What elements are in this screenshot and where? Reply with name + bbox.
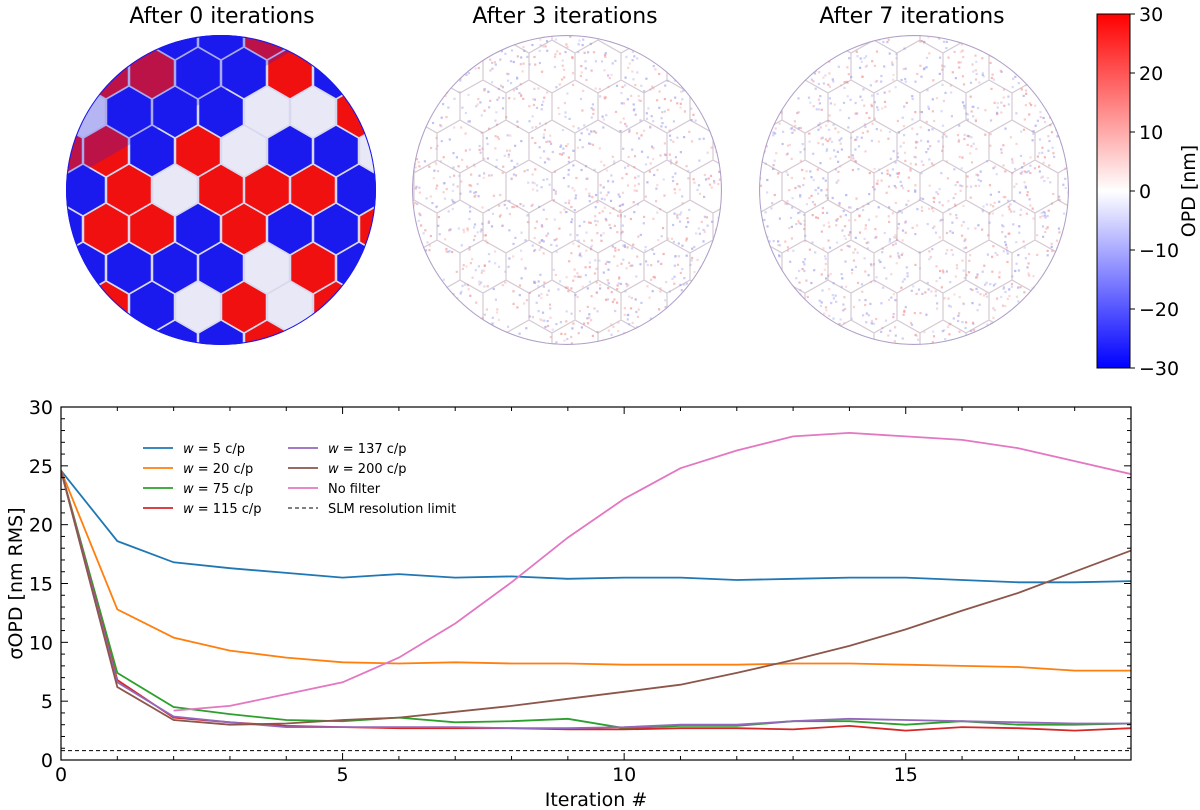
x-tick-label: 0: [55, 764, 67, 786]
series-group: [61, 431, 1131, 752]
colorbar-tick-label: −30: [1139, 358, 1179, 380]
legend: w = 5 c/p w = 20 c/p w = 75 c/p w = 115 c/p…: [143, 442, 456, 517]
panel-title-7-iterations: After 7 iterations: [819, 4, 1005, 29]
legend-label: SLM resolution limit: [328, 502, 456, 517]
series-line-w-200-c-p: [61, 470, 1131, 726]
x-tick-label: 10: [612, 764, 636, 786]
colorbar-tick-label: −10: [1139, 240, 1179, 262]
y-tick-label: 15: [29, 574, 53, 596]
legend-label: w = 5 c/p: [183, 442, 245, 457]
panel-title-3-iterations: After 3 iterations: [472, 4, 658, 29]
series-line-w-5-c-p: [61, 469, 1131, 584]
y-tick-label: 5: [41, 691, 53, 713]
legend-label: w = 20 c/p: [183, 462, 253, 477]
colorbar-tick-label: 10: [1139, 122, 1163, 144]
series-line-no-filter: [173, 431, 1131, 712]
legend-label: w = 137 c/p: [328, 442, 407, 457]
x-tick-label: 5: [337, 764, 349, 786]
y-tick-label: 30: [29, 397, 53, 419]
legend-label: w = 115 c/p: [183, 502, 262, 517]
series-line-w-137-c-p: [61, 470, 1131, 730]
plot-area: [61, 407, 1131, 760]
legend-label: No filter: [328, 482, 381, 497]
panel-title-0-iterations: After 0 iterations: [129, 4, 315, 29]
opd-map-after-3-iterations: [412, 35, 722, 345]
legend-label: w = 200 c/p: [328, 462, 407, 477]
colorbar-tick-label: 30: [1139, 4, 1163, 26]
y-tick-label: 20: [29, 515, 53, 537]
colorbar-label: OPD [nm]: [1178, 145, 1200, 237]
opd-map-after-7-iterations: [759, 35, 1069, 345]
colorbar-tick-label: 20: [1139, 63, 1163, 85]
colorbar-tick-label: 0: [1139, 181, 1151, 203]
y-tick-label: 0: [41, 750, 53, 772]
x-axis-label: Iteration #: [545, 789, 648, 810]
x-tick-label: 15: [894, 764, 918, 786]
y-tick-label: 10: [29, 632, 53, 654]
series-line-w-20-c-p: [61, 470, 1131, 672]
legend-label: w = 75 c/p: [183, 482, 253, 497]
colorbar-gradient: [1096, 13, 1131, 369]
y-tick-label: 25: [29, 456, 53, 478]
colorbar-tick-label: −20: [1139, 299, 1179, 321]
y-axis-label: σOPD [nm RMS]: [5, 507, 27, 659]
